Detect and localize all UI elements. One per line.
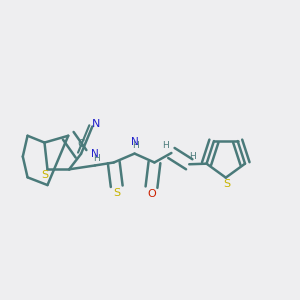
Text: O: O bbox=[147, 189, 156, 199]
Text: H: H bbox=[162, 141, 169, 150]
Text: S: S bbox=[41, 170, 49, 180]
Text: H: H bbox=[189, 152, 196, 161]
Text: S: S bbox=[114, 188, 121, 198]
Text: S: S bbox=[223, 179, 230, 189]
Text: N: N bbox=[92, 119, 100, 129]
Text: H: H bbox=[132, 141, 139, 150]
Text: H: H bbox=[93, 154, 100, 163]
Text: C: C bbox=[77, 139, 85, 149]
Text: N: N bbox=[131, 137, 138, 147]
Text: N: N bbox=[91, 149, 99, 159]
